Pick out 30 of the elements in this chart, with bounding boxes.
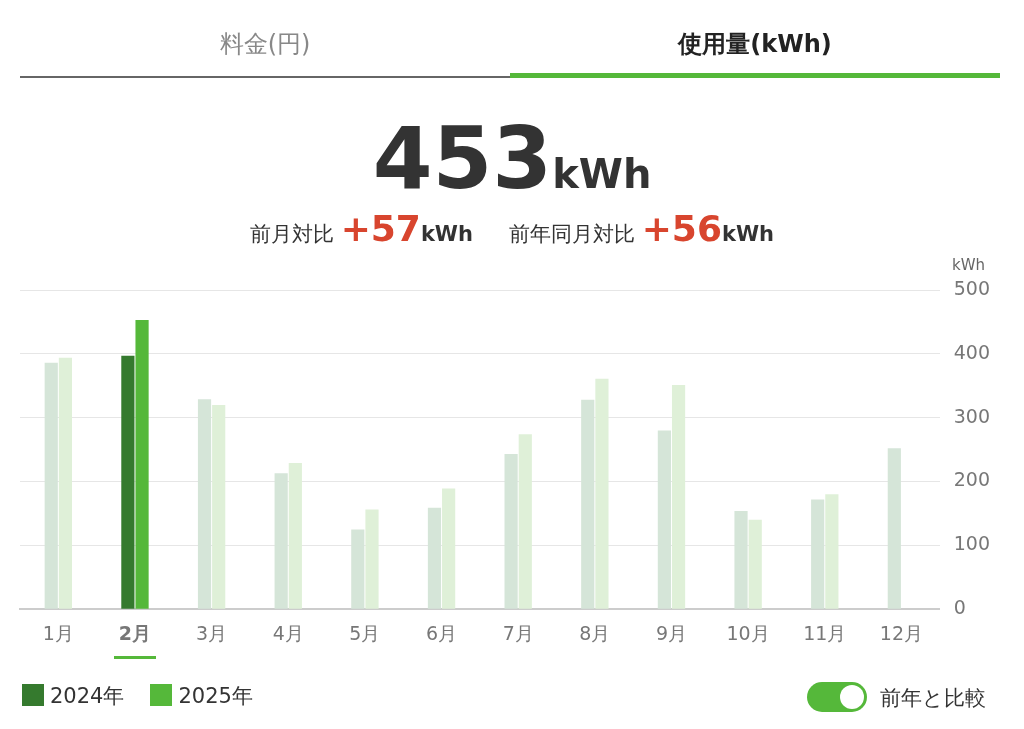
text: 使用量(kWh) [510, 28, 1000, 78]
y-tick-label: 0 [953, 596, 966, 619]
y-tick-label: 100 [953, 532, 990, 555]
x-tick-label: 5月 [349, 621, 381, 644]
x-tick-label: 1月 [42, 621, 74, 644]
text: 料金(円) [20, 28, 510, 78]
y-axis-title: kWh [952, 256, 986, 274]
bar [135, 320, 149, 609]
y-tick-label: 200 [953, 468, 990, 491]
x-tick-label: 11月 [803, 621, 847, 644]
bar [121, 355, 135, 609]
legend-label: 2025年 [177, 683, 253, 710]
x-tick-label: 4月 [272, 621, 304, 644]
legend-label: 2024年 [49, 683, 125, 710]
y-tick-label: 500 [953, 276, 990, 299]
x-tick-label: 10月 [726, 621, 770, 644]
x-tick-label: 9月 [655, 621, 688, 644]
x-tick-label: 2月 [118, 621, 152, 644]
x-tick-label: 3月 [196, 621, 228, 644]
bar [887, 448, 901, 609]
y-tick-label: 300 [953, 404, 990, 427]
text: 前年同月対比 +56kWh [509, 208, 775, 249]
x-tick-label: 12月 [879, 621, 924, 644]
x-tick-label: 6月 [426, 621, 458, 644]
chart-title: 453kWh [372, 108, 652, 208]
text: 前年と比較 [880, 685, 986, 712]
x-tick-label: 8月 [579, 621, 611, 644]
text: 前月対比 +57kWh [249, 208, 473, 249]
x-tick-label: 7月 [502, 621, 534, 644]
y-tick-label: 400 [953, 340, 990, 363]
